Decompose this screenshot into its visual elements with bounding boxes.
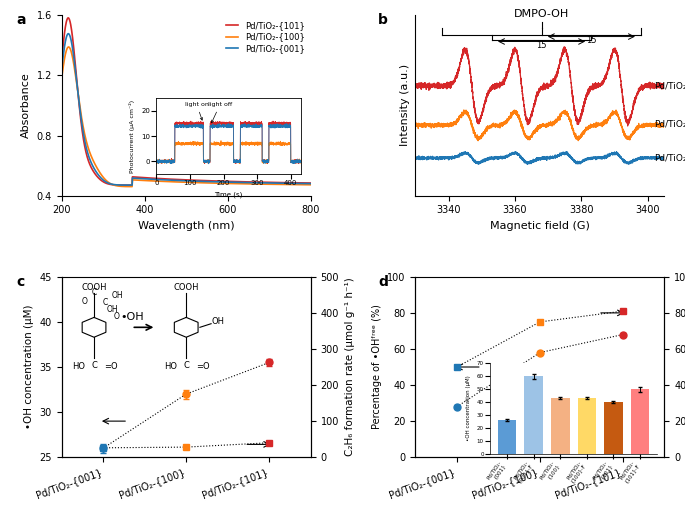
Text: a: a — [17, 13, 26, 27]
X-axis label: Wavelength (nm): Wavelength (nm) — [138, 221, 234, 231]
Y-axis label: •OH concentration (μM): •OH concentration (μM) — [24, 305, 34, 429]
Text: 15: 15 — [536, 41, 547, 50]
Text: OH: OH — [211, 318, 224, 327]
Text: b: b — [378, 13, 388, 27]
Text: O: O — [81, 297, 87, 306]
Text: O: O — [114, 312, 119, 321]
Legend: Pd/TiO₂-{101}, Pd/TiO₂-{100}, Pd/TiO₂-{001}: Pd/TiO₂-{101}, Pd/TiO₂-{100}, Pd/TiO₂-{0… — [224, 19, 307, 55]
Y-axis label: Absorbance: Absorbance — [21, 73, 31, 138]
Text: DMPO-OH: DMPO-OH — [514, 9, 569, 18]
Text: OH: OH — [107, 305, 119, 314]
Text: OH: OH — [112, 291, 123, 300]
Text: HO: HO — [164, 362, 177, 371]
Y-axis label: Percentage of •OHᶠʳᵉᵉ (%): Percentage of •OHᶠʳᵉᵉ (%) — [372, 305, 382, 429]
Y-axis label: C₂H₆ formation rate (μmol g⁻¹ h⁻¹): C₂H₆ formation rate (μmol g⁻¹ h⁻¹) — [345, 278, 355, 456]
Text: C: C — [103, 298, 108, 306]
Text: HO: HO — [73, 362, 86, 371]
Text: d: d — [378, 275, 388, 289]
Text: c: c — [17, 275, 25, 289]
Text: COOH: COOH — [82, 283, 107, 292]
Text: 15: 15 — [586, 36, 597, 45]
Text: Pd/TiO₂-{001}: Pd/TiO₂-{001} — [654, 153, 685, 163]
Text: Pd/TiO₂-{100}: Pd/TiO₂-{100} — [654, 119, 685, 128]
Text: =O: =O — [104, 362, 118, 371]
Text: COOH: COOH — [173, 283, 199, 292]
Text: C: C — [184, 361, 189, 370]
X-axis label: Magnetic field (G): Magnetic field (G) — [490, 221, 590, 231]
Text: =O: =O — [196, 362, 210, 371]
Y-axis label: Intensity (a.u.): Intensity (a.u.) — [400, 65, 410, 146]
Text: •OH: •OH — [121, 312, 145, 322]
Text: Pd/TiO₂-{101}: Pd/TiO₂-{101} — [654, 81, 685, 90]
Text: C: C — [91, 288, 97, 297]
Text: C: C — [91, 361, 97, 370]
